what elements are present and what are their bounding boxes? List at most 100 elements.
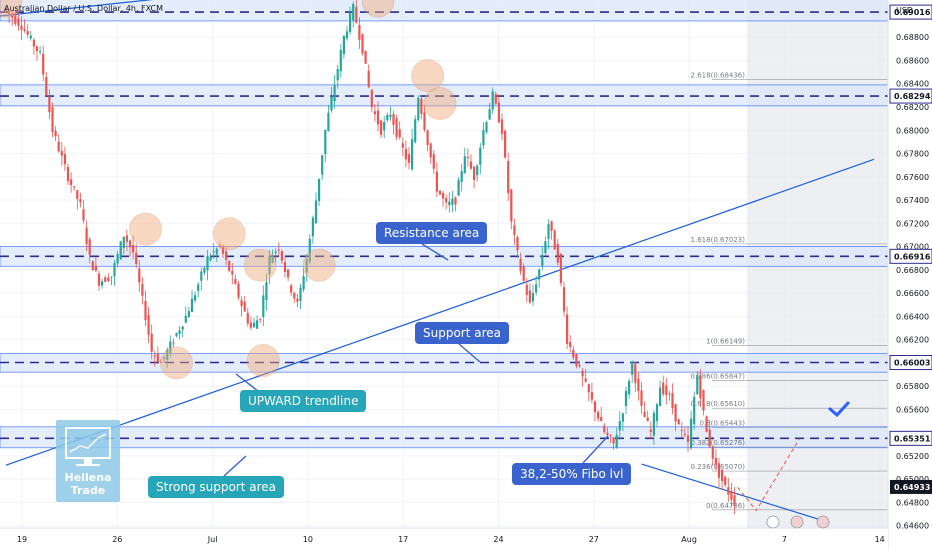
- candle-body: [200, 271, 203, 281]
- callout-arrow: [223, 455, 247, 477]
- price-tick: 0.64800: [896, 498, 929, 507]
- price-tick: 0.66800: [896, 266, 929, 275]
- fib-label: 0.5(0.65443): [699, 420, 745, 428]
- level-tag-text: 0.69016: [894, 8, 931, 17]
- candle-body: [116, 253, 119, 264]
- candle-body: [724, 476, 727, 485]
- candle-body: [159, 361, 163, 363]
- candle-body: [600, 417, 603, 422]
- candle-body: [659, 387, 662, 407]
- level-tag-text: 0.66916: [894, 252, 931, 261]
- price-tick: 0.68600: [896, 56, 929, 65]
- candle-body: [593, 401, 597, 412]
- candle-body: [733, 495, 736, 507]
- candle-body: [538, 269, 541, 280]
- candle-body: [63, 154, 66, 165]
- candle-body: [488, 109, 491, 120]
- candle-body: [268, 255, 271, 275]
- candle-body: [237, 283, 240, 298]
- candle-body: [249, 322, 252, 328]
- time-tick: 10: [303, 535, 313, 544]
- candle-body: [225, 251, 228, 260]
- candle-body: [128, 240, 132, 248]
- highlight-circle: [243, 248, 277, 282]
- level-tag-text: 0.68294: [894, 92, 931, 101]
- price-tick: 0.67600: [896, 173, 929, 182]
- price-tick: 0.65600: [896, 405, 929, 414]
- candle-body: [243, 301, 246, 312]
- fib-label: 0(0.64736): [706, 502, 745, 510]
- candle-body: [494, 93, 497, 104]
- candle-body: [411, 139, 414, 170]
- candle-body: [66, 166, 70, 182]
- time-tick: Jul: [207, 535, 218, 544]
- candle-body: [680, 429, 683, 431]
- time-axis: 1926Jul10172427Aug71421: [0, 515, 888, 550]
- candle-body: [528, 290, 531, 303]
- candle-body: [445, 198, 448, 203]
- candle-body: [541, 255, 544, 266]
- candle-body: [280, 251, 283, 261]
- event-flag-icon: [816, 515, 830, 529]
- candle-body: [11, 13, 14, 18]
- highlight-circle: [160, 346, 193, 380]
- candle-body: [429, 143, 432, 158]
- candle-body: [42, 53, 45, 75]
- candle-body: [367, 70, 370, 88]
- candle-body: [342, 36, 345, 55]
- candle-body: [107, 277, 110, 281]
- candle-body: [721, 469, 724, 482]
- candle-body: [401, 143, 404, 148]
- candle-body: [466, 157, 469, 159]
- price-tick: 0.66200: [896, 336, 929, 345]
- candle-body: [637, 378, 640, 391]
- candle-body: [76, 190, 79, 200]
- candle-body: [218, 245, 221, 247]
- upward-trendline-callout[interactable]: UPWARD trendline: [240, 390, 367, 412]
- candle-body: [550, 221, 553, 231]
- candle-body: [690, 418, 693, 449]
- candle-body: [358, 25, 361, 40]
- highlight-circle: [129, 212, 162, 246]
- candle-body: [460, 171, 463, 182]
- price-tick: 0.68200: [896, 103, 929, 112]
- candle-body: [584, 378, 587, 382]
- strong-support-callout[interactable]: Strong support area: [148, 476, 285, 498]
- candle-body: [553, 230, 556, 250]
- candle-body: [302, 276, 305, 290]
- candle-body: [166, 349, 169, 360]
- candle-body: [606, 432, 609, 436]
- candle-body: [184, 315, 187, 323]
- fib-label: 0.382(0.65276): [691, 439, 746, 447]
- trendlines-layer: [0, 0, 875, 522]
- candle-body: [221, 246, 225, 254]
- candle-body: [144, 300, 147, 321]
- time-tick: 7: [782, 535, 787, 544]
- candle-body: [395, 118, 398, 137]
- fibo-level-callout[interactable]: 38,2-50% Fibo lvl: [512, 463, 632, 485]
- candle-body: [547, 224, 550, 239]
- candle-body: [178, 330, 181, 334]
- candle-body: [646, 417, 649, 421]
- candle-body: [618, 421, 621, 431]
- candle-body: [473, 166, 476, 180]
- candle-body: [631, 361, 634, 375]
- price-tick: 0.68000: [896, 126, 929, 135]
- candle-body: [432, 154, 435, 169]
- level-tag: [889, 248, 932, 264]
- time-tick: 24: [493, 535, 503, 544]
- support-area-callout[interactable]: Support area: [415, 322, 510, 344]
- currency-label[interactable]: USD: [896, 6, 914, 15]
- candle-body: [150, 333, 153, 352]
- candle-body: [544, 241, 547, 254]
- fib-label: 0.618(0.65610): [691, 400, 746, 408]
- candle-body: [82, 209, 85, 221]
- candle-body: [714, 458, 717, 465]
- resistance-area-callout[interactable]: Resistance area: [376, 222, 488, 244]
- candle-body: [259, 319, 262, 321]
- candle-body: [262, 295, 265, 317]
- candle-body: [522, 266, 525, 281]
- candle-body: [349, 13, 352, 33]
- candle-body: [420, 98, 423, 114]
